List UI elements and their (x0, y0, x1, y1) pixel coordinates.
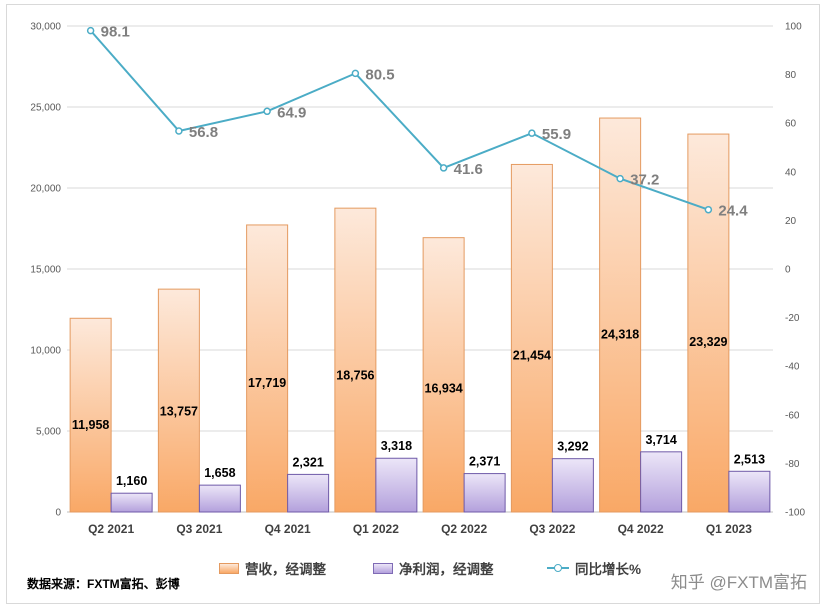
growth-point-label: 55.9 (542, 126, 571, 143)
revenue-bar (334, 207, 377, 513)
legend-swatch-revenue (219, 562, 239, 574)
revenue-bar (246, 224, 289, 513)
profit-bar (110, 492, 153, 513)
growth-point-label: 24.4 (718, 203, 748, 220)
y-right-tick-label: -80 (785, 459, 800, 470)
profit-bar (551, 458, 594, 513)
x-category-label: Q1 2023 (706, 522, 752, 536)
profit-bar-label: 1,658 (204, 466, 235, 480)
growth-point (175, 127, 183, 135)
revenue-bar-label: 17,719 (248, 376, 286, 390)
x-category-label: Q3 2021 (176, 522, 222, 536)
x-category-label: Q4 2022 (618, 522, 664, 536)
y-left-tick-label: 10,000 (30, 346, 61, 357)
y-left-tick-label: 5,000 (36, 427, 61, 438)
profit-bar-label: 3,318 (381, 439, 412, 453)
chart-frame: 0 5,000 10,000 15,000 20,000 25,000 30,000 -10… (6, 4, 820, 604)
legend-label-revenue: 营收，经调整 (245, 562, 326, 577)
growth-point (616, 174, 624, 183)
left-axis: 0 5,000 10,000 15,000 20,000 25,000 30,000 (30, 22, 61, 519)
legend-item-profit: 净利润，经调整 (373, 558, 494, 578)
growth-point-label: 41.6 (454, 161, 483, 178)
y-right-tick-label: 60 (785, 119, 797, 130)
y-right-tick-label: 20 (785, 216, 797, 227)
legend-label-growth: 同比增长% (575, 562, 642, 577)
y-right-tick-label: 40 (785, 167, 797, 178)
legend-line-icon (547, 563, 569, 573)
legend-swatch-profit (373, 562, 393, 574)
profit-bar (640, 451, 683, 513)
y-right-tick-label: -100 (785, 508, 805, 519)
y-right-tick-label: -40 (785, 362, 800, 373)
growth-point-label: 98.1 (101, 24, 130, 41)
profit-bar (375, 457, 418, 513)
profit-bar-label: 1,160 (116, 474, 147, 488)
profit-bar (463, 473, 506, 513)
y-right-tick-label: -60 (785, 410, 800, 421)
growth-line-path (89, 29, 709, 211)
x-category-label: Q1 2022 (353, 522, 399, 536)
growth-point (704, 205, 713, 214)
profit-bar-label: 2,513 (734, 452, 765, 466)
revenue-bar (69, 317, 112, 513)
growth-point (263, 107, 271, 116)
revenue-bar-label: 11,958 (72, 418, 110, 432)
source-note: 数据来源：FXTM富拓、彭博 (27, 577, 180, 591)
growth-line: 98.1 56.8 64.9 80.5 41.6 55.9 37.2 24.4 (86, 24, 748, 220)
chart-canvas: 0 5,000 10,000 15,000 20,000 25,000 30,000 -10… (30, 22, 805, 537)
growth-point (351, 69, 360, 78)
profit-bar-label: 3,292 (557, 440, 588, 454)
category-labels: Q2 2021 Q3 2021 Q4 2021 Q1 2022 Q2 2022 Q3 20… (88, 522, 752, 536)
growth-point-label: 37.2 (630, 172, 659, 189)
y-left-tick-label: 15,000 (30, 265, 61, 276)
revenue-bar-label: 23,329 (689, 335, 727, 349)
x-category-label: Q2 2021 (88, 522, 134, 536)
profit-bar-label: 3,714 (645, 433, 676, 447)
y-right-tick-label: 0 (785, 265, 791, 276)
revenue-bar (157, 288, 200, 513)
y-right-tick-label: 80 (785, 70, 797, 81)
y-right-tick-label: 100 (785, 22, 802, 33)
revenue-bar (687, 133, 730, 513)
revenue-bar-label: 24,318 (601, 328, 639, 342)
revenue-bar-label: 16,934 (425, 382, 463, 396)
y-left-tick-label: 25,000 (30, 103, 61, 114)
legend-item-revenue: 营收，经调整 (219, 558, 326, 578)
growth-point-label: 56.8 (189, 124, 218, 141)
growth-point (528, 129, 536, 137)
legend-item-growth: 同比增长% (547, 558, 641, 578)
x-category-label: Q2 2022 (441, 522, 487, 536)
watermark: 知乎 @FXTM富拓 (670, 573, 807, 592)
y-left-tick-label: 20,000 (30, 184, 61, 195)
growth-point-label: 64.9 (277, 104, 306, 121)
growth-point (439, 164, 448, 172)
x-category-label: Q3 2022 (529, 522, 575, 536)
growth-point-label: 80.5 (365, 66, 394, 83)
growth-point (86, 26, 95, 35)
y-right-tick-label: -20 (785, 313, 800, 324)
profit-bar (198, 484, 241, 513)
revenue-bar (422, 237, 465, 513)
revenue-bar-label: 18,756 (336, 368, 374, 382)
right-axis: -100 -80 -60 -40 -20 0 20 40 60 80 100 (785, 22, 805, 519)
y-left-tick-label: 30,000 (30, 22, 61, 33)
profit-bar-label: 2,321 (292, 455, 323, 469)
legend-label-profit: 净利润，经调整 (399, 562, 494, 577)
profit-bar (287, 473, 330, 513)
y-left-tick-label: 0 (55, 508, 61, 519)
revenue-bar-label: 21,454 (513, 349, 551, 363)
x-category-label: Q4 2021 (265, 522, 311, 536)
profit-bar-label: 2,371 (469, 455, 500, 469)
profit-bar (728, 470, 771, 513)
bars: 11,958 1,160 13,757 1,658 17,719 2,321 18,756 3… (69, 117, 771, 513)
revenue-bar (510, 163, 553, 513)
revenue-bar-label: 13,757 (160, 405, 198, 419)
